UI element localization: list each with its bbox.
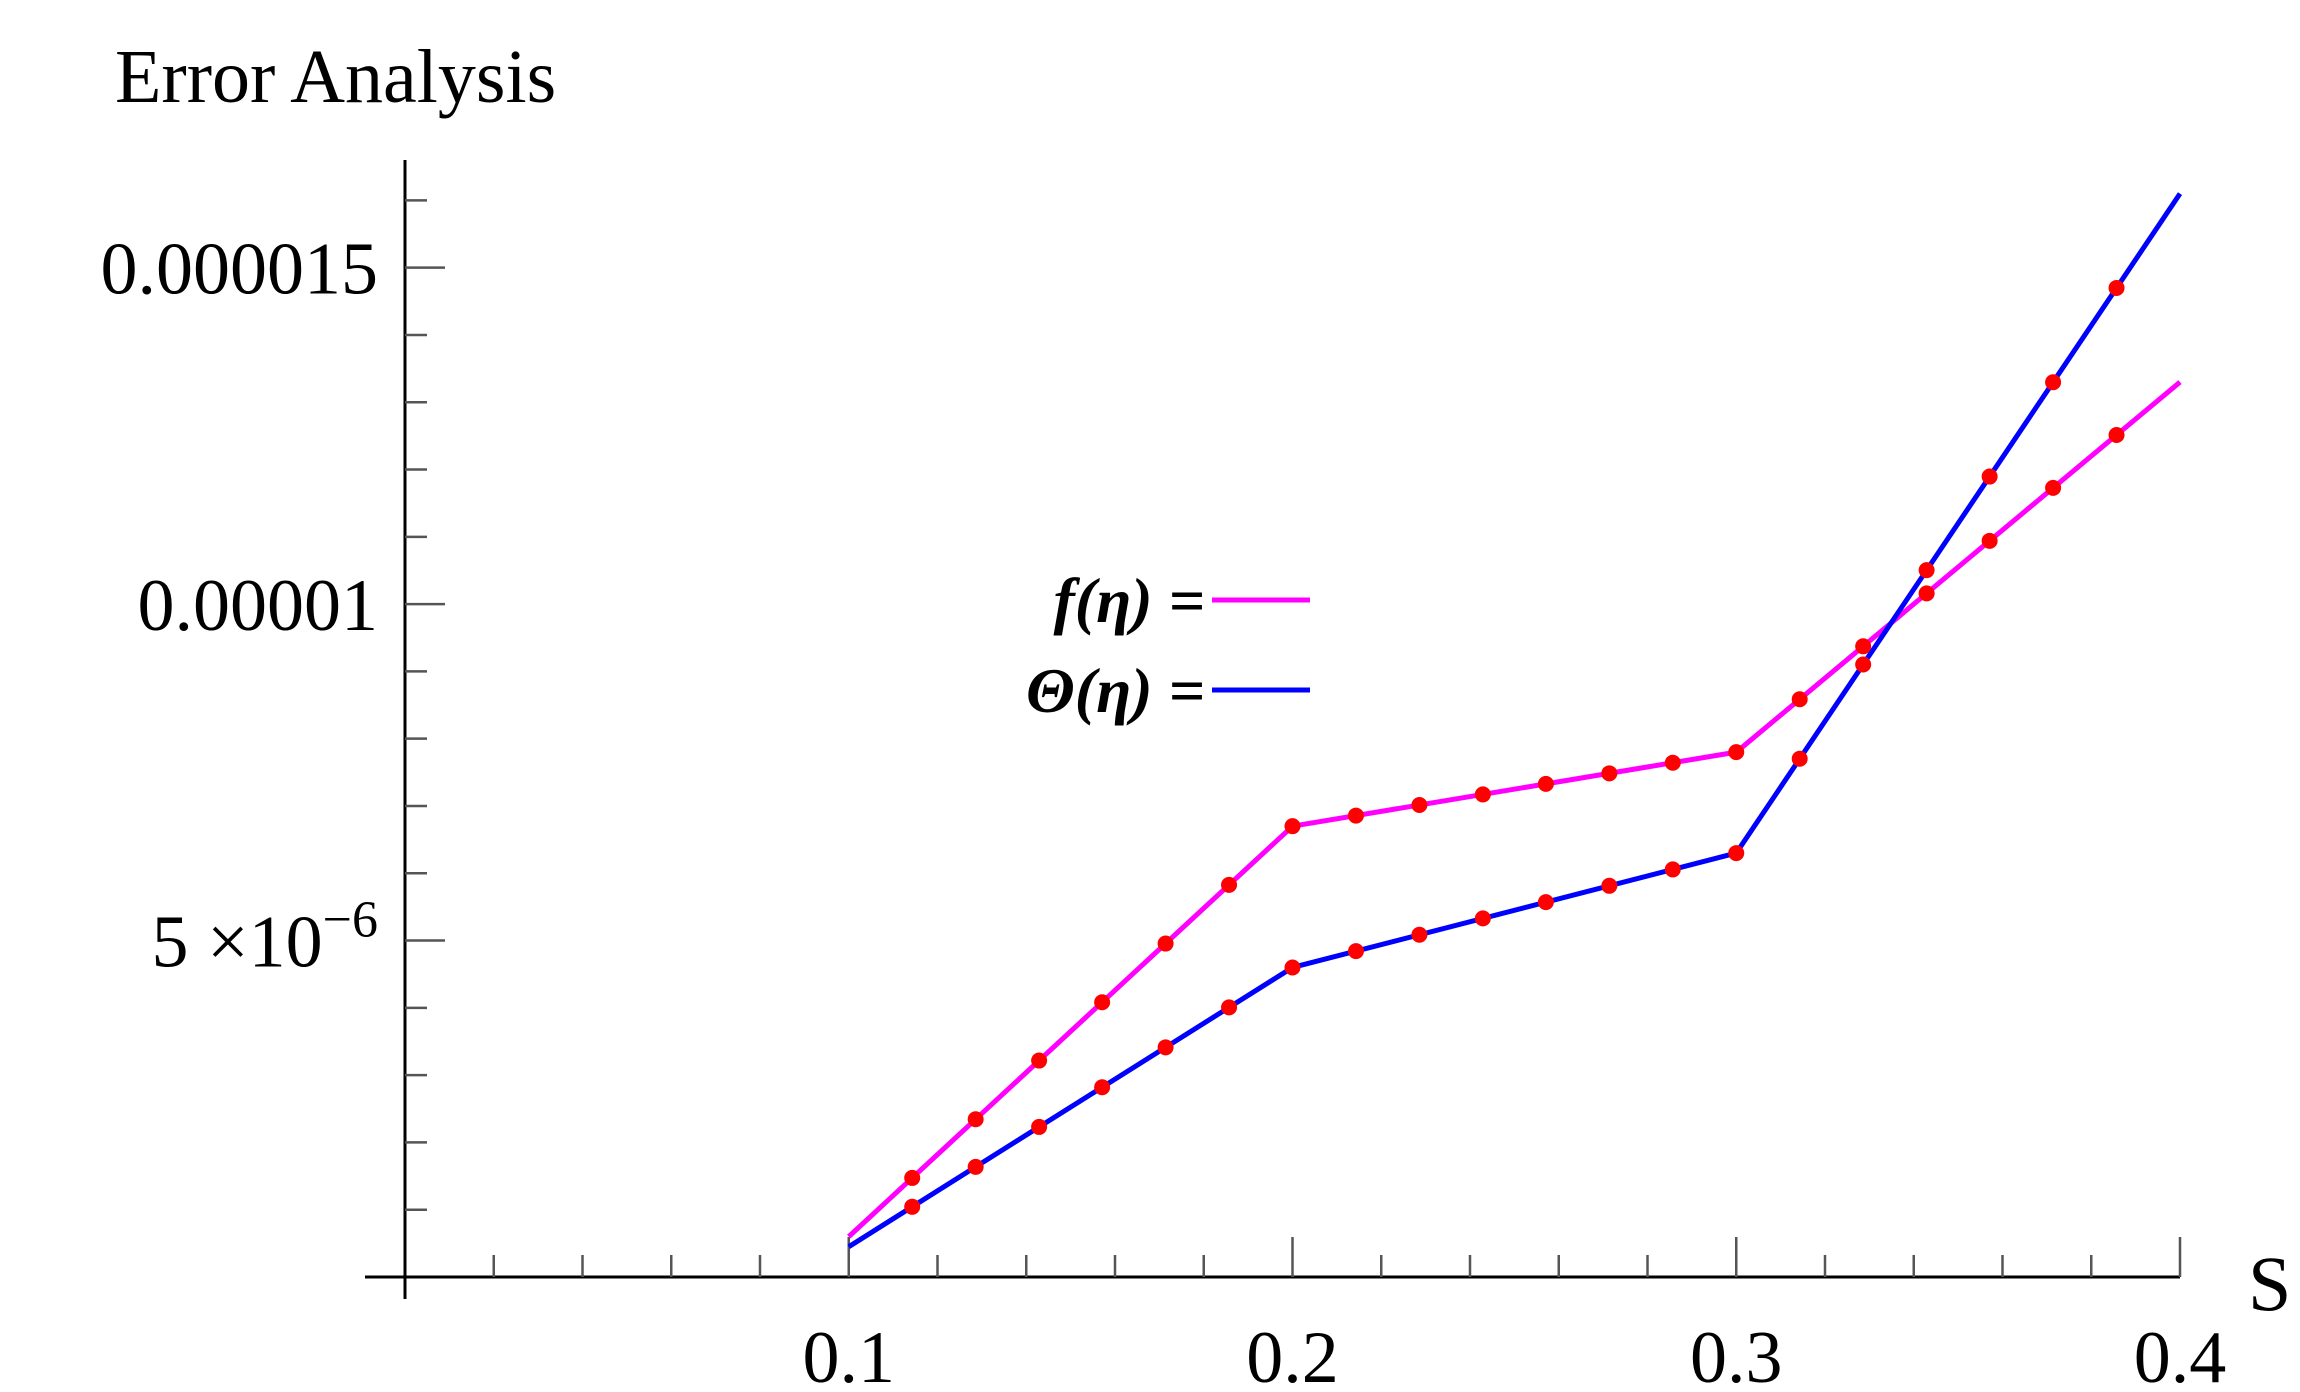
- data-point-marker: [1728, 744, 1745, 761]
- data-point-marker: [1474, 910, 1491, 927]
- data-point-marker: [1094, 994, 1111, 1011]
- data-point-marker: [1981, 468, 1998, 485]
- data-point-marker: [1157, 1039, 1174, 1056]
- data-point-marker: [1855, 656, 1872, 673]
- data-point-marker: [2108, 279, 2125, 296]
- data-point-marker: [1664, 861, 1681, 878]
- data-point-marker: [967, 1111, 984, 1128]
- data-point-marker: [1601, 877, 1618, 894]
- data-point-marker: [1347, 807, 1364, 824]
- data-point-marker: [904, 1198, 921, 1215]
- data-markers: [904, 279, 2125, 1215]
- legend: f(η) = Θ(η) =: [1026, 565, 1310, 726]
- data-point-marker: [1284, 818, 1301, 835]
- data-point-marker: [1981, 532, 1998, 549]
- chart-title: Error Analysis: [115, 35, 556, 119]
- y-tick-label: 0.000015: [101, 229, 379, 311]
- legend-label: f(η) =: [1053, 565, 1205, 636]
- data-point-marker: [1094, 1079, 1111, 1096]
- y-tick-label: 5 ×10−6: [151, 892, 378, 984]
- data-point-marker: [1918, 585, 1935, 602]
- data-point-marker: [2045, 479, 2062, 496]
- data-point-marker: [1791, 750, 1808, 767]
- data-point-marker: [967, 1158, 984, 1175]
- data-point-marker: [1601, 765, 1618, 782]
- data-point-marker: [1728, 845, 1745, 862]
- data-point-marker: [1537, 775, 1554, 792]
- data-point-marker: [1918, 562, 1935, 579]
- data-point-marker: [1474, 786, 1491, 803]
- data-point-marker: [1221, 876, 1238, 893]
- data-point-marker: [904, 1169, 921, 1186]
- series-line-0: [847, 380, 2182, 1239]
- x-tick-label: 0.1: [803, 1317, 896, 1392]
- axis-ticks: [405, 199, 2182, 1277]
- data-point-marker: [1031, 1052, 1048, 1069]
- tick-labels: 0.1 0.2 0.3 0.4 5 ×10−6 0.00001 0.000015: [101, 229, 2227, 1392]
- x-tick-label: 0.2: [1246, 1317, 1339, 1392]
- x-tick-label: 0.4: [2134, 1317, 2227, 1392]
- series-line-1: [847, 192, 2183, 1249]
- data-point-marker: [1284, 959, 1301, 976]
- axes: [365, 160, 2180, 1299]
- data-point-marker: [1157, 935, 1174, 952]
- data-point-marker: [1411, 796, 1428, 813]
- data-point-marker: [1791, 691, 1808, 708]
- series-lines: [847, 192, 2183, 1249]
- data-point-marker: [2108, 426, 2125, 443]
- y-tick-label: 0.00001: [138, 565, 379, 647]
- data-point-marker: [1221, 999, 1238, 1016]
- x-axis-label: S: [2248, 1240, 2291, 1327]
- data-point-marker: [1664, 754, 1681, 771]
- data-point-marker: [1411, 926, 1428, 943]
- legend-label: Θ(η) =: [1026, 655, 1205, 726]
- data-point-marker: [1537, 894, 1554, 911]
- data-point-marker: [1347, 943, 1364, 960]
- data-point-marker: [1031, 1118, 1048, 1135]
- data-point-marker: [1855, 638, 1872, 655]
- data-point-marker: [2045, 374, 2062, 391]
- x-tick-label: 0.3: [1690, 1317, 1783, 1392]
